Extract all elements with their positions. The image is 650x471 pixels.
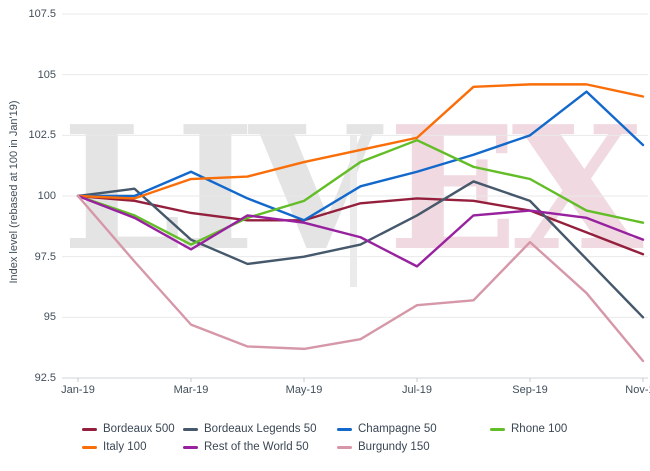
series-line-champagne-50 [76,90,645,222]
legend-label: Burgundy 150 [358,441,430,453]
series-line-rhone-100 [76,138,645,246]
series-line-bordeaux-500 [76,194,645,256]
y-tick-label: 100 [37,190,56,202]
legend-item-bordeaux-500[interactable]: Bordeaux 500 [82,421,175,437]
y-tick-label: 102.5 [28,129,56,142]
legend-swatch [82,445,97,449]
series-line-rest-of-the-world-50 [76,194,645,268]
series-line-italy-100 [76,83,645,200]
y-tick-label: 105 [37,68,56,81]
x-tick-label: Sep-19 [512,384,548,396]
x-tick-label: Mar-19 [173,384,209,396]
legend-swatch [490,427,505,431]
legend-label: Champagne 50 [358,423,437,435]
legend-item-bordeaux-legends-50[interactable]: Bordeaux Legends 50 [183,421,317,437]
y-tick-label: 107.5 [28,8,56,20]
legend-label: Italy 100 [103,441,147,453]
legend-swatch [183,427,198,431]
legend-swatch [337,445,352,449]
legend-item-rhone-100[interactable]: Rhone 100 [490,421,567,437]
legend-label: Rhone 100 [511,423,568,435]
legend-label: Rest of the World 50 [204,441,309,453]
legend-swatch [82,427,97,431]
x-tick-label: Jul-19 [402,384,432,396]
legend-label: Bordeaux 500 [103,423,175,435]
series-line-bordeaux-legends-50 [76,180,645,319]
legend-label: Bordeaux Legends 50 [204,423,317,435]
y-tick-label: 97.5 [34,250,56,263]
x-tick-label: Nov-19 [625,384,650,396]
legend-item-italy-100[interactable]: Italy 100 [82,439,146,455]
legend-item-rest-of-the-world-50[interactable]: Rest of the World 50 [183,439,309,455]
legend-item-champagne-50[interactable]: Champagne 50 [337,421,437,437]
legend-swatch [337,427,352,431]
legend-item-burgundy-150[interactable]: Burgundy 150 [337,439,430,455]
series-line-burgundy-150 [76,194,645,363]
x-tick-label: Jan-19 [61,384,95,396]
legend-swatch [183,445,198,449]
y-tick-label: 92.5 [34,372,56,384]
x-tick-label: May-19 [285,384,323,396]
y-tick-label: 95 [43,311,56,324]
